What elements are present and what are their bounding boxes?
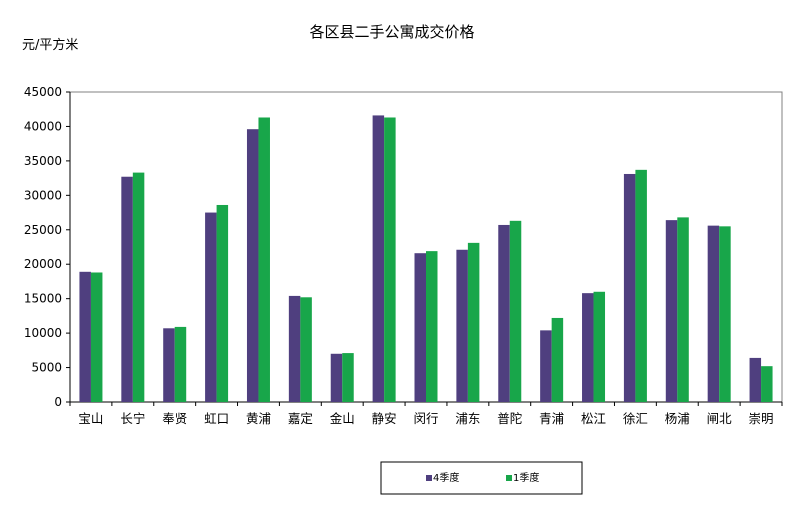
bar <box>719 226 731 402</box>
x-axis: 宝山 长宁 奉贤 虹口 黄浦 嘉定 金山 静安 闵行 浦东 普陀 青浦 松江 徐汇 杨浦 闸北 崇明 <box>69 401 783 426</box>
y-tick-label: 35000 <box>24 154 62 168</box>
y-tick-label: 20000 <box>24 257 62 271</box>
x-tick-label: 黄浦 <box>246 411 271 426</box>
y-axis-unit-label: 元/平方米 <box>22 37 78 53</box>
bar <box>163 328 175 402</box>
x-tick-label: 杨浦 <box>665 411 690 426</box>
legend-label-4q: 4季度 <box>433 471 459 484</box>
y-tick-label: 15000 <box>24 292 62 306</box>
bar <box>288 295 301 402</box>
bar <box>665 220 678 402</box>
x-tick-label: 崇明 <box>749 411 774 426</box>
bar <box>635 169 647 402</box>
x-tick-label: 闸北 <box>707 411 733 426</box>
bar <box>467 242 480 402</box>
bars-group <box>79 115 773 402</box>
legend: 4季度 1季度 <box>380 461 583 495</box>
y-tick-label: 5000 <box>31 361 62 375</box>
x-tick-label: 浦东 <box>455 411 480 426</box>
bar <box>414 253 426 402</box>
bar <box>540 330 552 402</box>
bar <box>79 271 91 402</box>
x-tick-label: 静安 <box>372 411 397 426</box>
y-axis: 0 5000 10000 15000 20000 25000 30000 35000 40000… <box>24 85 71 409</box>
bar <box>677 217 689 402</box>
y-tick-label: 25000 <box>24 223 62 237</box>
x-tick-label: 嘉定 <box>288 411 313 426</box>
x-tick-label: 长宁 <box>120 411 145 426</box>
x-tick-label: 奉贤 <box>162 411 187 426</box>
x-tick-label: 徐汇 <box>623 411 648 426</box>
bar <box>707 225 720 402</box>
bar <box>121 176 133 402</box>
bar <box>342 353 354 402</box>
bar <box>384 117 396 402</box>
y-tick-label: 45000 <box>24 85 62 99</box>
legend-swatch-1q <box>506 475 512 481</box>
bar <box>90 272 103 402</box>
bar <box>258 117 270 402</box>
x-tick-label: 金山 <box>330 411 355 426</box>
y-tick-label: 0 <box>54 395 62 409</box>
x-tick-label: 闵行 <box>413 411 438 426</box>
bar <box>330 353 343 402</box>
y-tick-label: 40000 <box>24 119 62 133</box>
legend-box <box>380 461 583 495</box>
bar <box>246 129 259 402</box>
bar <box>456 249 468 402</box>
bar <box>300 297 312 402</box>
bar <box>174 326 187 402</box>
bar <box>216 204 229 402</box>
x-tick-label: 虹口 <box>204 411 229 426</box>
bar <box>582 293 594 402</box>
x-tick-label: 松江 <box>581 411 606 426</box>
y-tick-label: 30000 <box>24 188 62 202</box>
y-tick-label: 10000 <box>24 326 62 340</box>
x-tick-label: 宝山 <box>78 411 103 426</box>
bar <box>761 366 773 402</box>
legend-label-1q: 1季度 <box>513 471 539 484</box>
bar <box>749 357 762 402</box>
bar <box>551 317 564 402</box>
bar <box>372 115 385 402</box>
bar <box>205 212 217 402</box>
bar <box>426 251 438 402</box>
bar <box>509 220 522 402</box>
chart-title: 各区县二手公寓成交价格 <box>309 23 474 41</box>
bar <box>593 291 606 402</box>
x-tick-label: 普陀 <box>497 411 522 426</box>
bar <box>132 172 145 402</box>
bar <box>623 173 636 402</box>
bar <box>498 224 510 402</box>
legend-swatch-4q <box>426 475 432 481</box>
x-tick-label: 青浦 <box>539 411 564 426</box>
